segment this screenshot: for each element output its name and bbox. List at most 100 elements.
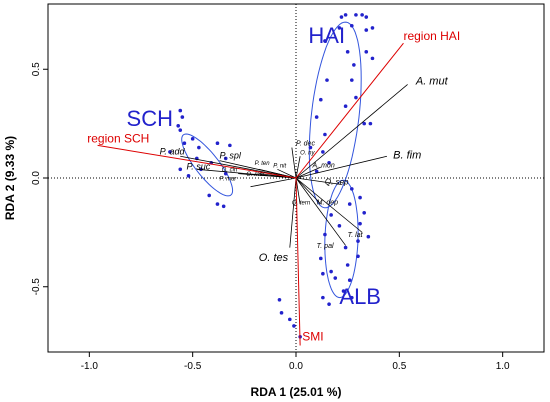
point-sch-0 [178, 108, 183, 113]
point-sch-7 [168, 150, 172, 154]
species-label-m-dep: M. dep [317, 199, 339, 206]
point-hai-12 [364, 50, 369, 54]
point-extra-1 [279, 311, 284, 315]
point-alb-20 [350, 295, 354, 300]
point-sch-13 [215, 141, 220, 145]
species-arrow-o-ny [295, 156, 301, 179]
point-alb-10 [343, 245, 348, 250]
species-label-t-pal: T. pal [317, 243, 334, 250]
region-label-region-sch: region SCH [87, 131, 149, 145]
point-alb-1 [358, 195, 362, 200]
point-sch-17 [207, 193, 211, 198]
region-arrow-region-hai [295, 42, 404, 179]
point-alb-15 [321, 271, 325, 276]
species-arrow-b-fim [295, 155, 388, 179]
point-extra-3 [292, 324, 296, 328]
point-hai-10 [345, 50, 350, 54]
species-arrow-m-dep [295, 177, 322, 205]
region-label-region-hai: region HAI [403, 29, 460, 43]
point-sch-3 [178, 128, 183, 132]
point-alb-8 [356, 239, 360, 243]
species-arrow-p-dec [291, 147, 297, 179]
species-arrow-t-lat [295, 177, 363, 233]
point-sch-11 [186, 174, 191, 178]
species-arrow-q-sep [295, 177, 342, 185]
ellipse-hai [308, 21, 362, 209]
point-extra-2 [288, 317, 292, 322]
point-alb-6 [358, 221, 362, 226]
species-label-q-sep: Q. sep [325, 178, 349, 187]
species-label-o-tes: O. tes [259, 252, 289, 264]
y-tick-label-2: 0.5 [31, 62, 42, 76]
species-label-p-mar: P. mar [220, 176, 238, 182]
species-label-p-dec: P. dec [296, 141, 315, 148]
species-label-o-ny: O. ny [300, 150, 315, 156]
point-alb-0 [350, 187, 354, 191]
point-alb-9 [323, 232, 327, 237]
species-label-p-spl: P. spl [220, 151, 242, 161]
point-alb-13 [345, 263, 350, 267]
species-label-a-mon: A. mon [312, 162, 335, 169]
point-hai-0 [339, 15, 344, 19]
point-alb-21 [327, 302, 331, 306]
point-sch-16 [223, 171, 228, 176]
species-label-p-suc: P. suc [186, 161, 210, 171]
point-alb-14 [329, 269, 333, 274]
species-arrows [180, 84, 408, 248]
point-hai-17 [354, 95, 358, 100]
x-tick-label-1: -0.5 [184, 361, 202, 372]
species-arrow-p-mar [250, 177, 297, 188]
point-alb-4 [329, 213, 333, 217]
point-hai-11 [352, 63, 356, 67]
point-hai-7 [364, 28, 369, 32]
point-alb-18 [341, 289, 346, 293]
species-label-a-mut: A. mut [415, 76, 449, 88]
region-label-smi: SMI [302, 329, 323, 343]
species-label-p-ten: P. ten [255, 161, 271, 167]
point-hai-8 [370, 26, 375, 30]
point-alb-5 [337, 224, 342, 228]
point-sch-5 [190, 137, 195, 141]
point-hai-18 [314, 115, 319, 119]
point-hai-20 [323, 132, 327, 137]
axes: -1.0 -0.5 0.0 0.5 1.0 -0.5 0.0 0.5 [31, 62, 510, 372]
x-tick-label-3: 0.5 [392, 361, 406, 372]
point-hai-6 [350, 23, 354, 28]
species-label-p-add: P. add [160, 146, 186, 156]
point-hai-9 [323, 39, 327, 43]
point-alb-7 [366, 234, 371, 239]
species-arrow-a-mut [295, 84, 408, 179]
x-tick-label-2: 0.0 [289, 361, 303, 372]
point-sch-18 [215, 202, 220, 206]
species-label-t-lat: T. lat [348, 232, 364, 239]
group-label-alb: ALB [339, 284, 381, 309]
x-axis-title: RDA 1 (25.01 %) [251, 385, 342, 399]
point-sch-14 [223, 156, 228, 161]
region-arrow-smi [295, 177, 301, 346]
species-label-b-fim: B. fim [393, 150, 421, 162]
species-arrow-o-cin [238, 173, 297, 179]
point-hai-26 [327, 160, 331, 165]
y-axis-title: RDA 2 (9.33 %) [3, 136, 17, 220]
point-sch-4 [182, 141, 187, 145]
point-alb-17 [347, 278, 352, 283]
point-alb-3 [362, 211, 367, 215]
point-hai-25 [314, 169, 319, 174]
species-label-o-cin: O. cin [222, 168, 238, 174]
point-hai-22 [368, 121, 373, 126]
point-sch-1 [180, 115, 185, 119]
point-hai-14 [325, 78, 329, 82]
point-hai-4 [364, 15, 369, 19]
point-hai-3 [360, 13, 364, 17]
point-sch-15 [228, 143, 232, 148]
point-alb-2 [347, 202, 352, 206]
species-label-q-tern: Q. tern [292, 200, 311, 206]
point-alb-16 [333, 276, 338, 280]
point-sch-19 [221, 204, 226, 209]
point-alb-12 [319, 256, 323, 261]
species-arrow-q-tern [295, 177, 301, 205]
point-hai-1 [343, 13, 348, 17]
region-arrows [97, 42, 404, 346]
point-alb-19 [321, 295, 325, 300]
point-hai-23 [308, 145, 313, 150]
